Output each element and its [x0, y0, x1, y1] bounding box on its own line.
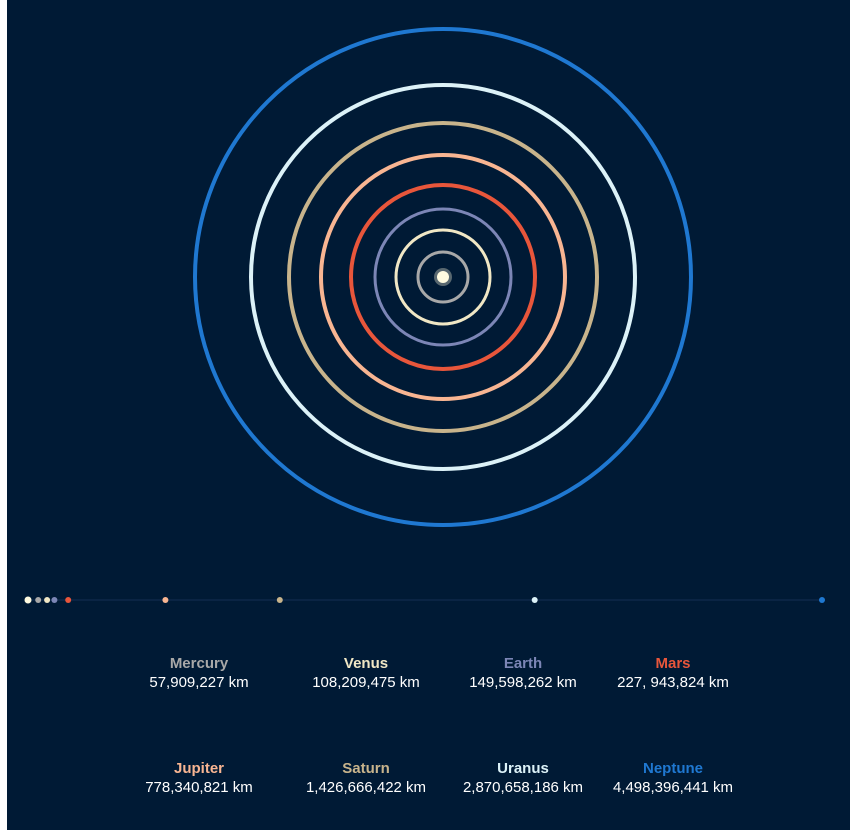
distance-scale — [24, 596, 825, 604]
planet-label-mercury: Mercury 57,909,227 km — [109, 655, 289, 693]
scale-sun-dot — [24, 596, 32, 604]
planet-distance: 108,209,475 km — [312, 674, 420, 691]
planet-name: Mercury — [169, 655, 229, 672]
planet-name: Neptune — [643, 760, 703, 777]
planet-label-saturn: Saturn 1,426,666,422 km — [276, 760, 456, 798]
orbit-venus — [394, 228, 492, 326]
planet-name: Jupiter — [173, 760, 224, 777]
planet-distance: 2,870,658,186 km — [462, 779, 584, 796]
scale-dot-neptune — [819, 597, 825, 603]
planet-distance: 227, 943,824 km — [617, 674, 729, 691]
orbit-jupiter — [319, 153, 567, 401]
planet-label-venus: Venus 108,209,475 km — [276, 655, 456, 693]
planet-label-jupiter: Jupiter 778,340,821 km — [109, 760, 289, 798]
scale-dot-mercury — [35, 597, 42, 603]
planet-name: Earth — [503, 655, 543, 672]
planet-name: Uranus — [497, 760, 549, 777]
orbit-uranus — [249, 83, 637, 471]
planet-distance: 1,426,666,422 km — [305, 779, 427, 796]
planet-label-mars: Mars 227, 943,824 km — [583, 655, 763, 693]
planet-distance: 4,498,396,441 km — [612, 779, 734, 796]
orbit-mercury — [416, 250, 470, 304]
scale-dot-uranus — [531, 597, 538, 603]
orbit-neptune — [193, 27, 693, 527]
sun — [437, 271, 449, 283]
planet-name: Venus — [343, 655, 389, 672]
orbit-saturn — [287, 121, 599, 433]
planet-distance: 149,598,262 km — [469, 674, 577, 691]
orbit-rings — [193, 27, 693, 527]
planet-label-earth: Earth 149,598,262 km — [433, 655, 613, 693]
solar-system-diagram: Mercury 57,909,227 km Venus 108,209,475 km E… — [7, 0, 850, 830]
scale-dot-mars — [65, 597, 72, 603]
planet-label-uranus: Uranus 2,870,658,186 km — [433, 760, 613, 798]
planet-distance: 778,340,821 km — [145, 779, 253, 796]
orbit-earth — [373, 207, 513, 347]
scale-dot-venus — [44, 597, 51, 603]
scale-dot-jupiter — [162, 597, 169, 603]
scale-dot-earth — [51, 597, 58, 603]
orbit-mars — [349, 183, 537, 371]
planet-label-neptune: Neptune 4,498,396,441 km — [583, 760, 763, 798]
scale-dot-saturn — [276, 597, 283, 603]
planet-distance: 57,909,227 km — [149, 674, 249, 691]
planet-name: Mars — [655, 655, 691, 672]
planet-name: Saturn — [342, 760, 390, 777]
